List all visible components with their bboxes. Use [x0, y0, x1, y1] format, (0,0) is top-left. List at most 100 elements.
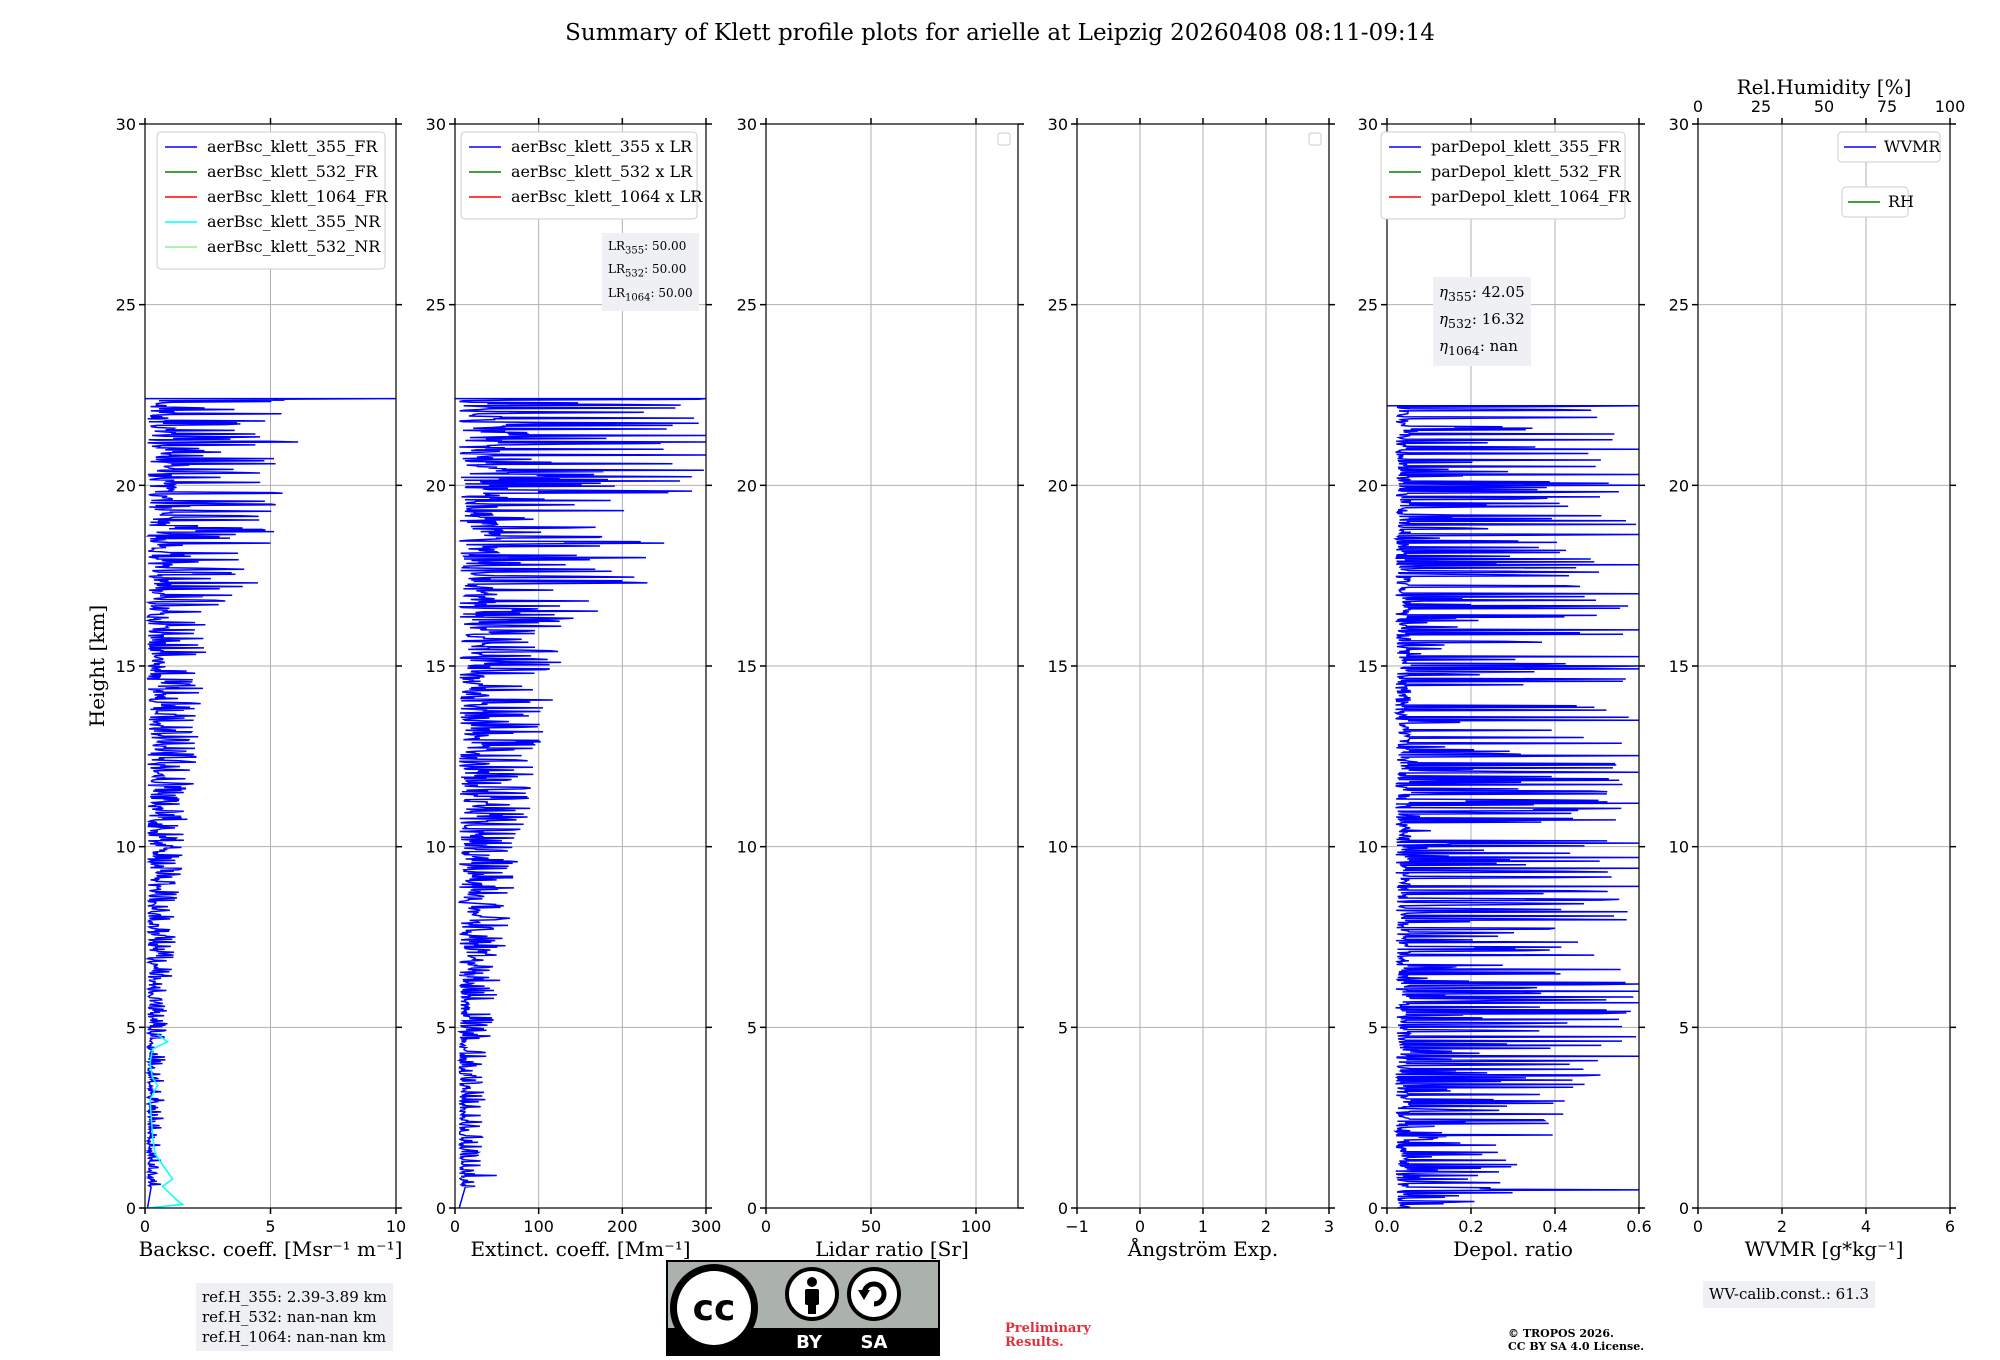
legend-box — [1380, 131, 1626, 220]
top-axis-tick-label: 25 — [1751, 97, 1771, 116]
top-axis-label: Rel.Humidity [%] — [1737, 75, 1912, 99]
y-tick-label: 20 — [737, 476, 757, 495]
by-label: BY — [796, 1332, 823, 1353]
eta-355-line: η355: 42.05 — [1439, 283, 1525, 304]
y-tick-label: 30 — [426, 115, 446, 134]
by-person-icon — [785, 1267, 839, 1321]
y-tick-label: 10 — [426, 838, 446, 857]
x-tick-label: 200 — [607, 1217, 638, 1236]
x-tick-label: 2 — [1777, 1217, 1787, 1236]
x-tick-label: 50 — [861, 1217, 881, 1236]
preliminary-results-note: Preliminary Results. — [1005, 1322, 1091, 1350]
y-tick-label: 5 — [126, 1018, 136, 1037]
wv-calib-box: WV-calib.const.: 61.3 — [1703, 1281, 1876, 1308]
x-axis-label: Depol. ratio — [1453, 1237, 1573, 1261]
y-tick-label: 0 — [1679, 1199, 1689, 1218]
legend-label: parDepol_klett_1064_FR — [1431, 187, 1632, 206]
x-tick-label: 6 — [1945, 1217, 1955, 1236]
x-tick-label: 100 — [523, 1217, 554, 1236]
y-tick-label: 15 — [1358, 657, 1378, 676]
y-tick-label: 25 — [1358, 296, 1378, 315]
legend-label: aerBsc_klett_532_NR — [207, 237, 381, 256]
x-axis-label: Backsc. coeff. [Msr⁻¹ m⁻¹] — [139, 1237, 403, 1261]
x-axis-label: WVMR [g*kg⁻¹] — [1745, 1237, 1904, 1261]
series-line-parDepol_klett_355_FR — [1387, 405, 1640, 1209]
y-axis-label: Height [km] — [85, 605, 109, 727]
x-tick-label: 0.6 — [1626, 1217, 1651, 1236]
ref-h-532: ref.H_532: nan-nan km — [202, 1308, 377, 1326]
legend-label: aerBsc_klett_1064 x LR — [511, 187, 703, 206]
lr-355-value: 50.00 — [651, 239, 687, 253]
x-tick-label: 0.4 — [1542, 1217, 1567, 1236]
x-tick-label: 1 — [1198, 1217, 1208, 1236]
ref-height-box: ref.H_355: 2.39-3.89 km ref.H_532: nan-n… — [196, 1283, 393, 1351]
series-line-aerBsc_klett_355 x LR — [455, 397, 707, 1209]
x-tick-label: 0.2 — [1458, 1217, 1483, 1236]
legend-box — [460, 131, 698, 220]
x-axis-label: Lidar ratio [Sr] — [815, 1237, 969, 1261]
sa-share-icon — [847, 1267, 901, 1321]
legend-label: aerBsc_klett_355_FR — [207, 137, 378, 156]
legend-label: RH — [1888, 192, 1914, 211]
series-line-aerBsc_klett_355_NR — [147, 1033, 185, 1209]
cc-by-sa-badge: cc BY SA — [666, 1260, 940, 1356]
legend-box — [156, 131, 386, 270]
y-tick-label: 25 — [1669, 296, 1689, 315]
legend-label: aerBsc_klett_1064_FR — [207, 187, 389, 206]
y-tick-label: 15 — [116, 657, 136, 676]
empty-legend-box — [997, 132, 1011, 146]
x-tick-label: 0 — [140, 1217, 150, 1236]
y-tick-label: 20 — [116, 476, 136, 495]
top-axis-tick-label: 75 — [1877, 97, 1897, 116]
x-axis-label: Extinct. coeff. [Mm⁻¹] — [470, 1237, 690, 1261]
x-tick-label: 100 — [961, 1217, 992, 1236]
y-tick-label: 30 — [1048, 115, 1068, 134]
x-tick-label: 0 — [761, 1217, 771, 1236]
x-tick-label: 0 — [1135, 1217, 1145, 1236]
y-tick-label: 0 — [747, 1199, 757, 1218]
lr-532-line: LR532: 50.00 — [608, 262, 687, 280]
x-tick-label: 0.0 — [1374, 1217, 1399, 1236]
y-tick-label: 5 — [1058, 1018, 1068, 1037]
lr-1064-line: LR1064: 50.00 — [608, 285, 693, 304]
empty-legend-box — [1308, 132, 1322, 146]
lr-355-line: LR355: 50.00 — [608, 239, 687, 257]
x-tick-label: −1 — [1065, 1217, 1089, 1236]
y-tick-label: 15 — [426, 657, 446, 676]
sa-label: SA — [861, 1332, 888, 1353]
cc-logo-icon: cc — [670, 1264, 758, 1352]
y-tick-label: 15 — [737, 657, 757, 676]
tropos-line-2: CC BY SA 4.0 License. — [1508, 1340, 1645, 1353]
y-tick-label: 30 — [116, 115, 136, 134]
x-tick-label: 0 — [450, 1217, 460, 1236]
y-tick-label: 0 — [126, 1199, 136, 1218]
y-tick-label: 10 — [1669, 838, 1689, 857]
y-tick-label: 10 — [1048, 838, 1068, 857]
legend-label: parDepol_klett_532_FR — [1431, 162, 1622, 181]
legend-label: aerBsc_klett_355_NR — [207, 212, 381, 231]
x-axis-label: Ångström Exp. — [1127, 1236, 1278, 1261]
y-tick-label: 0 — [1058, 1199, 1068, 1218]
eta-1064-value: nan — [1489, 337, 1518, 355]
y-tick-label: 30 — [1669, 115, 1689, 134]
top-axis-tick-label: 100 — [1935, 97, 1966, 116]
eta-info-box: η355: 42.05 η532: 16.32 η1064: nan — [1433, 277, 1531, 366]
series-line-aerBsc_klett_355_FR — [144, 397, 397, 1209]
y-tick-label: 20 — [1358, 476, 1378, 495]
panel-depolarization: 0 5 10 15 20 25 30 0.0 0.2 0.4 0.6 Depol. ratio parD… — [1358, 115, 1652, 1261]
y-tick-label: 0 — [1368, 1199, 1378, 1218]
top-axis-tick-label: 50 — [1814, 97, 1834, 116]
y-tick-label: 30 — [1358, 115, 1378, 134]
cc-logo-text: cc — [693, 1288, 736, 1329]
top-axis-tick-label: 0 — [1693, 97, 1703, 116]
y-tick-label: 5 — [747, 1018, 757, 1037]
legend-label: WVMR — [1884, 137, 1941, 156]
legend-label: aerBsc_klett_532_FR — [207, 162, 378, 181]
y-tick-label: 0 — [436, 1199, 446, 1218]
lr-532-value: 50.00 — [651, 262, 687, 277]
